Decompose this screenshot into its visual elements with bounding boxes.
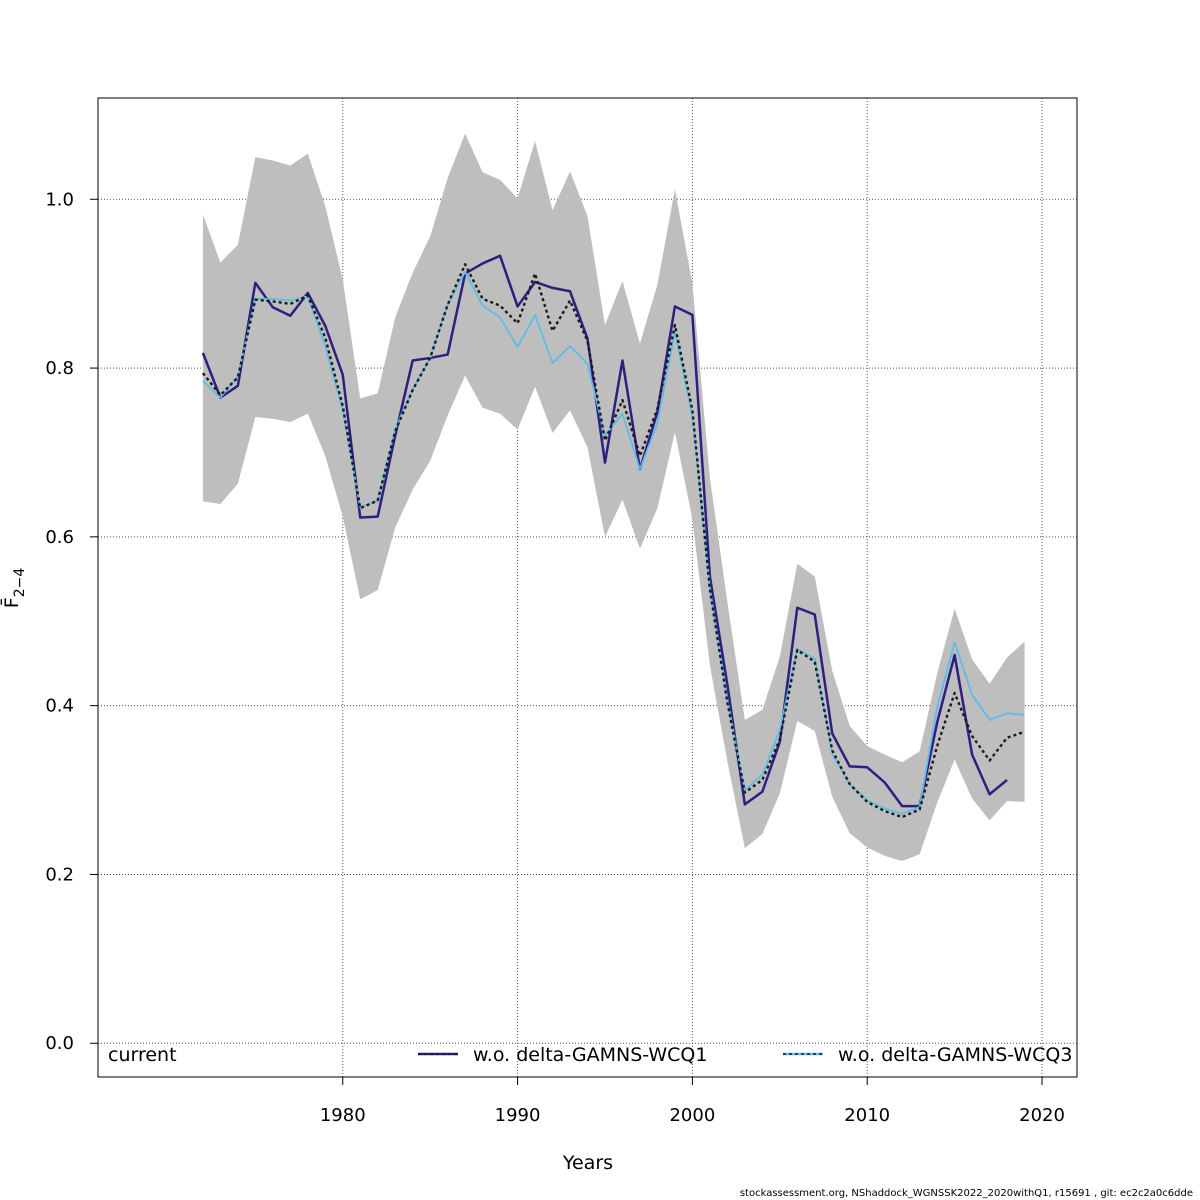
x-axis-title: Years xyxy=(562,1152,613,1174)
y-axis-title-subscript: 2−4 xyxy=(12,568,28,598)
y-tick-label: 0.2 xyxy=(45,864,74,885)
y-tick-label: 0.0 xyxy=(45,1033,74,1054)
y-tick-label: 0.6 xyxy=(45,527,74,548)
x-tick-label: 2010 xyxy=(844,1105,890,1126)
series-line-current xyxy=(201,263,1025,819)
x-tick-label: 1990 xyxy=(495,1105,541,1126)
legend-label-wcq1: w.o. delta-GAMNS-WCQ1 xyxy=(473,1044,707,1066)
y-axis-title: F̄2−4 xyxy=(0,568,28,609)
y-tick-label: 0.8 xyxy=(45,358,74,379)
y-tick-label: 0.4 xyxy=(45,696,74,717)
series-lines xyxy=(201,254,1025,819)
x-tick-label: 1980 xyxy=(320,1105,366,1126)
x-tick-label: 2020 xyxy=(1019,1105,1065,1126)
y-axis-title-main: F̄ xyxy=(0,597,23,608)
y-axis: 0.0 0.2 0.4 0.6 0.8 1.0 xyxy=(45,189,98,1054)
legend-label-wcq3: w.o. delta-GAMNS-WCQ3 xyxy=(838,1044,1072,1066)
y-tick-label: 1.0 xyxy=(45,189,74,210)
footer-credit: stockassessment.org, NShaddock_WGNSSK202… xyxy=(740,1188,1193,1199)
x-tick-label: 2000 xyxy=(669,1105,715,1126)
x-axis: 1980 1990 2000 2010 2020 xyxy=(320,1077,1065,1126)
confidence-band-layer xyxy=(202,133,1025,861)
legend: current w.o. delta-GAMNS-WCQ1 w.o. delta… xyxy=(108,1044,1072,1066)
confidence-band xyxy=(202,133,1025,861)
svg-text:F̄2−4: F̄2−4 xyxy=(0,568,28,609)
series-line-wcq3 xyxy=(202,270,1025,815)
series-line-wcq1 xyxy=(201,254,1008,808)
plot-frame xyxy=(97,97,1078,1078)
legend-label-current: current xyxy=(108,1044,177,1066)
